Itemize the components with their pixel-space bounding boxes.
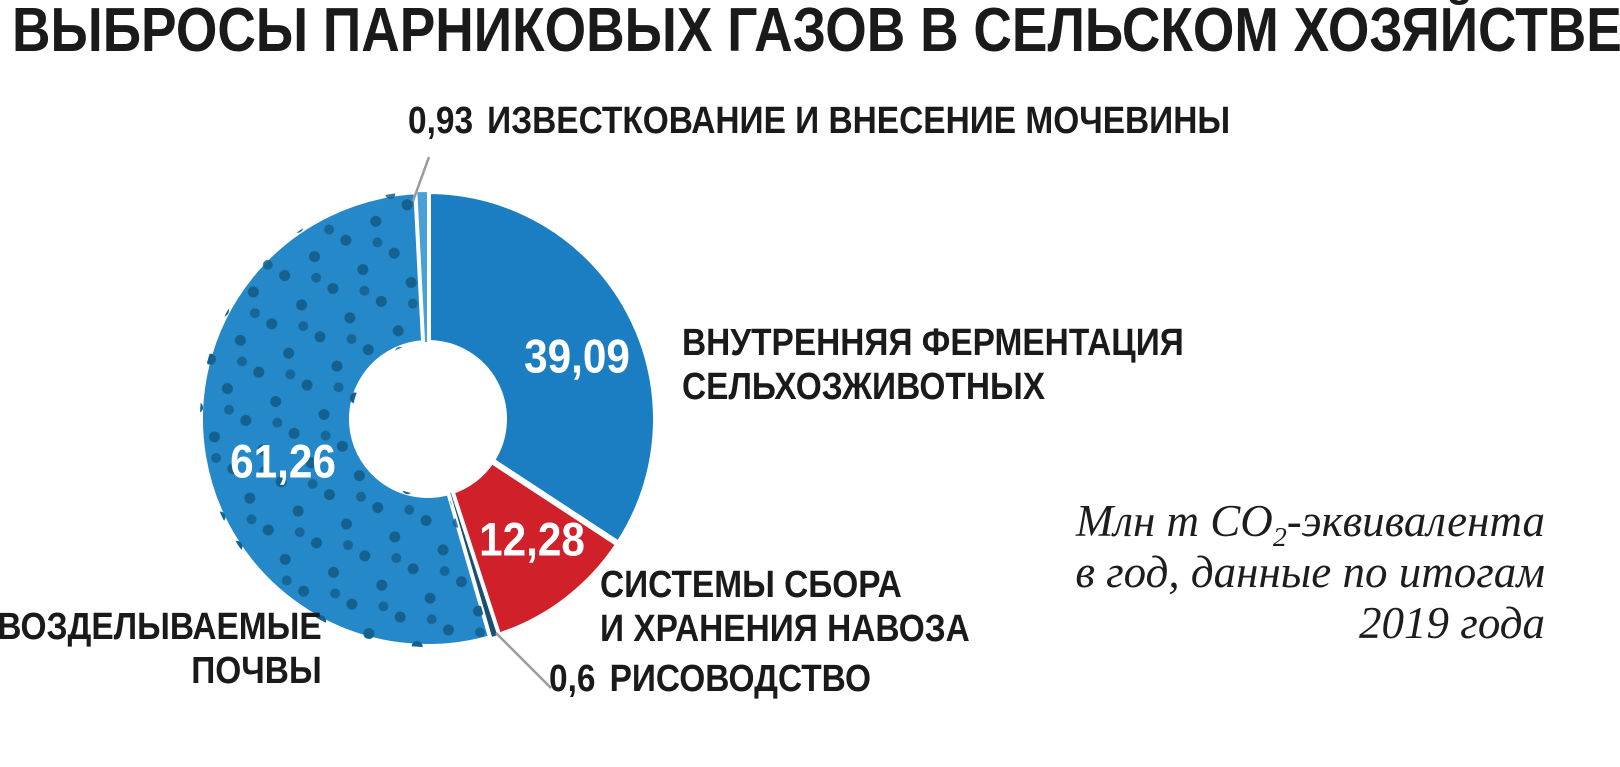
label-fermentation-line1: ВНУТРЕННЯЯ ФЕРМЕНТАЦИЯ	[682, 322, 1184, 364]
label-liming: 0,93 ИЗВЕСТКОВАНИЕ И ВНЕСЕНИЕ МОЧЕВИНЫ	[408, 99, 1230, 143]
label-liming-value: 0,93	[408, 100, 474, 142]
label-soils-line2: ПОЧВЫ	[191, 650, 322, 693]
label-rice-value: 0,6	[549, 658, 596, 700]
label-manure: СИСТЕМЫ СБОРА И ХРАНЕНИЯ НАВОЗА	[600, 563, 970, 651]
pie-value-fermentation: 39,09	[524, 329, 630, 383]
label-liming-text: ИЗВЕСТКОВАНИЕ И ВНЕСЕНИЕ МОЧЕВИНЫ	[487, 100, 1231, 142]
label-soils-line1: ВОЗДЕЛЫВАЕМЫЕ	[0, 606, 322, 648]
units-note-line1-pre: Млн т CO	[1075, 496, 1273, 546]
donut-chart	[196, 187, 659, 650]
pie-segment-soils-dots	[199, 191, 492, 648]
units-note-line1: Млн т CO2-эквивалента	[1075, 496, 1545, 551]
units-note: Млн т CO2-эквивалента в год, данные по и…	[1075, 496, 1545, 649]
label-soils: ВОЗДЕЛЫВАЕМЫЕ ПОЧВЫ	[0, 605, 322, 693]
label-rice: 0,6 РИСОВОДСТВО	[549, 657, 871, 701]
units-note-line2: в год, данные по итогам	[1075, 546, 1545, 597]
pie-value-manure: 12,28	[479, 512, 585, 566]
label-fermentation: ВНУТРЕННЯЯ ФЕРМЕНТАЦИЯ СЕЛЬХОЗЖИВОТНЫХ	[682, 321, 1184, 409]
label-manure-line1: СИСТЕМЫ СБОРА	[600, 564, 902, 606]
pie-value-soils: 61,26	[230, 434, 336, 488]
units-note-line3: 2019 года	[1359, 597, 1545, 648]
label-rice-text: РИСОВОДСТВО	[609, 658, 872, 700]
label-fermentation-line2: СЕЛЬХОЗЖИВОТНЫХ	[682, 366, 1046, 409]
pie-segment-fermentation	[425, 187, 659, 549]
chart-title: ВЫБРОСЫ ПАРНИКОВЫХ ГАЗОВ В СЕЛЬСКОМ ХОЗЯ…	[12, 0, 1620, 65]
label-manure-line2: И ХРАНЕНИЯ НАВОЗА	[600, 608, 970, 651]
units-note-line1-post: -эквивалента	[1286, 496, 1545, 546]
units-note-co2-subscript: 2	[1272, 522, 1287, 553]
